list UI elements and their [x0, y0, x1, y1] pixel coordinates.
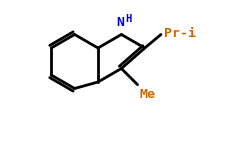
Text: Me: Me	[140, 88, 155, 101]
Text: N: N	[116, 17, 124, 30]
Text: Pr-i: Pr-i	[164, 27, 196, 40]
Text: H: H	[125, 14, 132, 24]
